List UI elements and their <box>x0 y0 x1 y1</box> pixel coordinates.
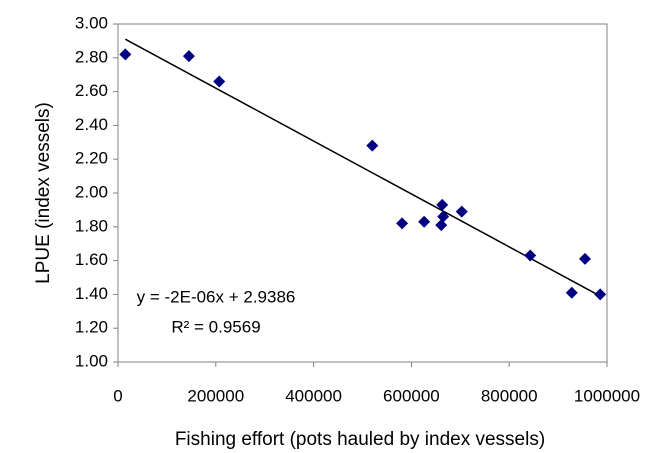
x-tick-label: 400000 <box>285 386 342 405</box>
y-tick-label: 3.00 <box>75 13 108 32</box>
x-tick-label: 600000 <box>383 386 440 405</box>
point <box>594 288 607 301</box>
y-tick-label: 2.80 <box>75 47 108 66</box>
annotation: y = -2E-06x + 2.9386 <box>137 287 296 306</box>
point <box>213 75 226 88</box>
y-tick-label: 1.80 <box>75 216 108 235</box>
y-tick-label: 1.00 <box>75 351 108 370</box>
point <box>182 50 195 63</box>
x-axis-label: Fishing effort (pots hauled by index ves… <box>175 429 545 450</box>
point <box>396 217 409 230</box>
point <box>119 48 132 61</box>
y-tick-label: 2.40 <box>75 115 108 134</box>
y-tick-label: 2.20 <box>75 149 108 168</box>
point <box>366 139 379 152</box>
point <box>565 286 578 299</box>
y-axis-label: LPUE (index vessels) <box>33 102 54 284</box>
x-tick-label: 200000 <box>187 386 244 405</box>
y-tick-label: 1.40 <box>75 284 108 303</box>
point <box>455 205 468 218</box>
y-tick-label: 1.20 <box>75 318 108 337</box>
point <box>578 252 591 265</box>
y-tick-label: 2.60 <box>75 81 108 100</box>
x-tick-label: 0 <box>113 386 122 405</box>
trendline <box>124 38 601 297</box>
x-tick-label: 1000000 <box>574 386 640 405</box>
point <box>418 215 431 228</box>
point <box>524 249 537 262</box>
point <box>437 210 450 223</box>
point <box>435 219 448 232</box>
y-tick-label: 1.60 <box>75 250 108 269</box>
y-tick-label: 2.00 <box>75 182 108 201</box>
x-tick-label: 800000 <box>481 386 538 405</box>
point <box>436 198 449 211</box>
annotation: R² = 0.9569 <box>171 317 260 336</box>
